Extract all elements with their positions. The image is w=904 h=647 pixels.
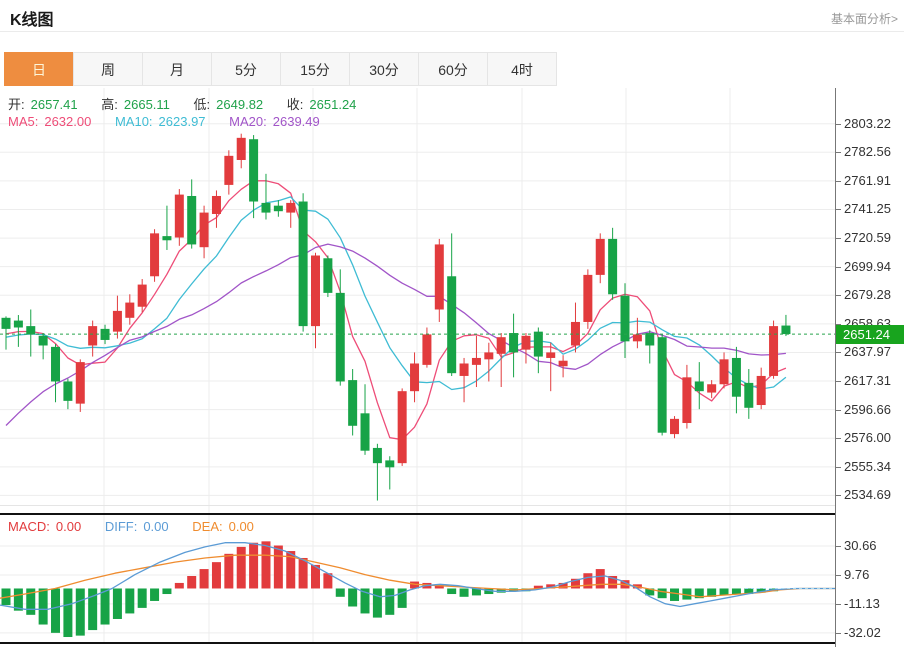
axis-tick xyxy=(836,266,841,268)
ma5-label: MA5: xyxy=(8,114,39,129)
low-label: 低: xyxy=(193,97,211,112)
dea-value: 0.00 xyxy=(228,519,254,534)
page-title: K线图 xyxy=(10,12,54,29)
axis-tick xyxy=(836,381,841,383)
axis-tick xyxy=(836,438,841,440)
ma20-value: 2639.49 xyxy=(272,114,320,129)
tab-period-1[interactable]: 周 xyxy=(73,52,143,86)
fundamental-analysis-link[interactable]: 基本面分析> xyxy=(830,12,898,26)
ma-readout: MA5: 2632.00 MA10: 2623.97 MA20: 2639.49 xyxy=(8,114,326,129)
price-axis-label: 2576.00 xyxy=(844,430,891,446)
axis-tick xyxy=(836,632,841,634)
ma20-label: MA20: xyxy=(229,114,267,129)
open-label: 开: xyxy=(8,97,25,112)
macd-axis-label: -11.13 xyxy=(844,595,880,611)
dea-label: DEA: xyxy=(192,519,223,534)
axis-tick xyxy=(836,123,841,125)
macd-value: 0.00 xyxy=(55,519,82,534)
ma5-value: 2632.00 xyxy=(44,114,92,129)
axis-tick xyxy=(836,238,841,240)
main-candlestick-chart[interactable] xyxy=(0,88,835,513)
close-value: 2651.24 xyxy=(309,97,357,112)
macd-axis-label: 30.66 xyxy=(844,537,877,553)
price-axis-label: 2637.97 xyxy=(844,344,891,360)
period-tabbar: 日周月 5分 15分 30分 60分 4时 xyxy=(4,52,557,86)
open-value: 2657.41 xyxy=(30,97,78,112)
ma10-value: 2623.97 xyxy=(158,114,206,129)
axis-tick xyxy=(836,466,841,468)
tab-period-0[interactable]: 日 xyxy=(4,52,74,86)
price-axis-label: 2720.59 xyxy=(844,230,891,246)
tab-period-4[interactable]: 15分 xyxy=(280,52,350,86)
axis-tick xyxy=(836,152,841,154)
axis-tick xyxy=(836,603,841,605)
tab-period-5[interactable]: 30分 xyxy=(349,52,419,86)
current-price-badge: 2651.24 xyxy=(836,324,904,344)
diff-label: DIFF: xyxy=(104,519,138,534)
panel-divider-light xyxy=(0,505,904,506)
diff-value: 0.00 xyxy=(143,519,169,534)
high-label: 高: xyxy=(101,97,118,112)
price-axis-label: 2617.31 xyxy=(844,373,891,389)
price-axis-label: 2679.28 xyxy=(844,287,891,303)
chart-zone: 开: 2657.41 高: 2665.11 低: 2649.82 收: 2651.24 … xyxy=(0,88,904,647)
axis-tick xyxy=(836,323,841,325)
tab-period-7[interactable]: 4时 xyxy=(487,52,557,86)
macd-label: MACD: xyxy=(8,519,50,534)
axis-tick xyxy=(836,574,841,576)
ma10-label: MA10: xyxy=(114,114,153,129)
macd-axis-label: 9.76 xyxy=(844,566,870,582)
tab-period-3[interactable]: 5分 xyxy=(211,52,281,86)
price-axis: 2803.22 2782.56 2761.91 2741.25 2720.59 2699.… xyxy=(835,88,904,647)
axis-tick xyxy=(836,295,841,297)
price-axis-label: 2741.25 xyxy=(844,201,891,217)
axis-tick xyxy=(836,209,841,211)
macd-axis-label: -32.02 xyxy=(844,624,881,640)
price-axis-label: 2699.94 xyxy=(844,258,891,274)
low-value: 2649.82 xyxy=(216,97,264,112)
macd-chart[interactable] xyxy=(0,515,835,642)
page-header: K线图 基本面分析> xyxy=(0,0,904,32)
panel-divider-dark xyxy=(0,513,904,515)
price-axis-label: 2555.34 xyxy=(844,458,891,474)
axis-tick xyxy=(836,352,841,354)
axis-tick xyxy=(836,495,841,497)
axis-tick xyxy=(836,409,841,411)
tab-period-2[interactable]: 月 xyxy=(142,52,212,86)
bottom-border xyxy=(0,642,904,644)
price-axis-label: 2803.22 xyxy=(844,115,891,131)
macd-readout: MACD: 0.00 DIFF: 0.00 DEA: 0.00 xyxy=(8,519,260,534)
ohlc-readout: 开: 2657.41 高: 2665.11 低: 2649.82 收: 2651.24 xyxy=(8,94,362,113)
price-axis-label: 2596.66 xyxy=(844,401,891,417)
tab-period-6[interactable]: 60分 xyxy=(418,52,488,86)
price-axis-label: 2761.91 xyxy=(844,172,891,188)
price-axis-label: 2782.56 xyxy=(844,144,891,160)
high-value: 2665.11 xyxy=(123,97,170,112)
close-label: 收: xyxy=(286,97,304,112)
axis-tick xyxy=(836,180,841,182)
price-axis-label: 2534.69 xyxy=(844,487,891,503)
axis-tick xyxy=(836,545,841,547)
